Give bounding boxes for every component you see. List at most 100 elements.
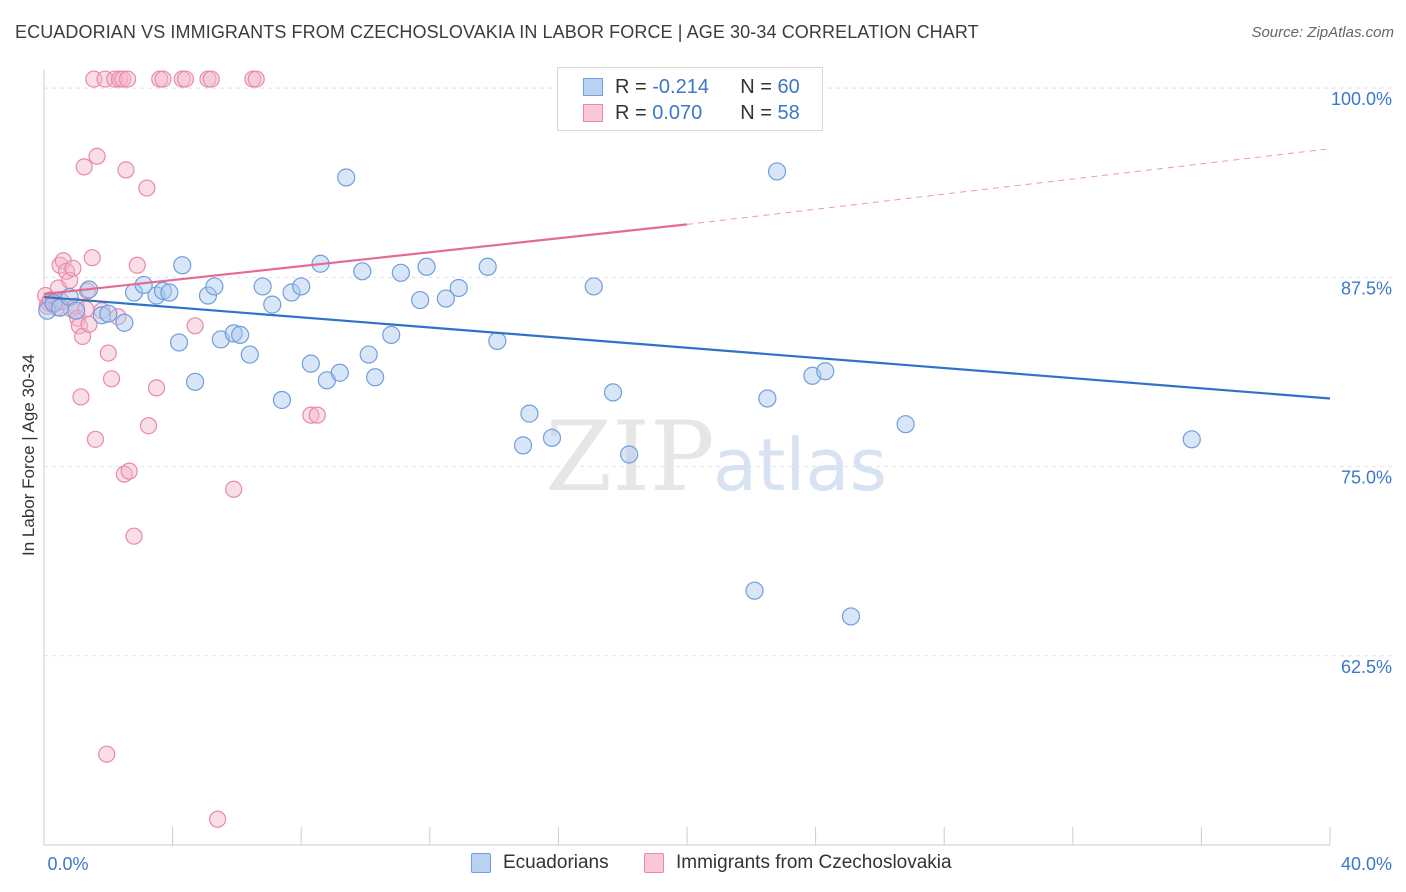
- legend-swatch-blue: [583, 78, 603, 96]
- data-point-ecuadorian: [169, 333, 189, 352]
- data-point-czechoslovakia: [64, 259, 82, 277]
- data-point-ecuadorian: [330, 363, 349, 382]
- data-point-ecuadorian: [115, 313, 134, 332]
- data-point-ecuadorian: [449, 278, 468, 298]
- data-point-czechoslovakia: [128, 256, 146, 274]
- trend-line-czechoslovakia-extension: [686, 148, 1331, 225]
- data-point-czechoslovakia: [96, 70, 114, 88]
- legend-row-blue: R = -0.214 N = 60: [583, 75, 800, 99]
- legend-n-label: N =: [740, 101, 772, 124]
- y-tick-label: 87.5%: [1341, 278, 1392, 298]
- data-point-ecuadorian: [272, 390, 292, 410]
- data-point-ecuadorian: [263, 295, 282, 314]
- data-point-ecuadorian: [186, 372, 205, 391]
- y-tick-label: 62.5%: [1341, 657, 1392, 677]
- data-point-ecuadorian: [366, 368, 385, 387]
- data-point-ecuadorian: [478, 257, 497, 276]
- data-point-czechoslovakia: [80, 315, 98, 333]
- data-point-ecuadorian: [745, 581, 764, 600]
- data-point-czechoslovakia: [88, 147, 106, 165]
- data-point-ecuadorian: [767, 162, 787, 181]
- legend-r-label: R =: [615, 101, 647, 124]
- data-point-ecuadorian: [198, 286, 218, 305]
- legend-label-czechoslovakia: Immigrants from Czechoslovakia: [676, 852, 952, 873]
- data-point-czechoslovakia: [209, 810, 227, 828]
- data-point-ecuadorian: [841, 607, 861, 626]
- legend-r-value: 0.070: [652, 101, 703, 124]
- data-point-ecuadorian: [67, 301, 86, 320]
- data-point-czechoslovakia: [83, 249, 101, 267]
- y-tick-label: 100.0%: [1331, 89, 1392, 109]
- trend-line-ecuadorians: [43, 295, 1331, 400]
- data-point-czechoslovakia: [202, 70, 220, 88]
- chart-title: ECUADORIAN VS IMMIGRANTS FROM CZECHOSLOV…: [15, 22, 979, 42]
- data-point-czechoslovakia: [99, 344, 117, 362]
- x-tick-label: 40.0%: [1341, 854, 1392, 874]
- data-point-ecuadorian: [513, 436, 533, 455]
- y-tick-label: 75.0%: [1341, 468, 1392, 488]
- data-point-ecuadorian: [584, 277, 603, 296]
- legend-swatch-pink: [583, 104, 603, 122]
- data-point-czechoslovakia: [120, 462, 138, 480]
- data-point-ecuadorian: [391, 263, 410, 282]
- legend-swatch-pink: [644, 853, 664, 873]
- data-point-ecuadorian: [92, 306, 111, 325]
- data-point-ecuadorian: [301, 354, 320, 373]
- data-point-czechoslovakia: [98, 745, 116, 763]
- data-point-ecuadorian: [240, 345, 259, 364]
- legend-r-label: R =: [615, 75, 647, 98]
- data-point-czechoslovakia: [308, 406, 326, 424]
- data-point-ecuadorian: [417, 257, 436, 276]
- correlation-legend: R = -0.214 N = 60 R = 0.070 N = 58: [557, 67, 823, 131]
- data-point-czechoslovakia: [154, 70, 172, 88]
- data-point-czechoslovakia: [72, 388, 90, 406]
- blue-series-points: [38, 69, 1201, 626]
- axes: [43, 70, 1331, 846]
- data-point-ecuadorian: [224, 324, 243, 343]
- x-tick-label: 0.0%: [47, 854, 88, 874]
- watermark-zip: ZIP: [545, 401, 714, 513]
- legend-item-czechoslovakia: Immigrants from Czechoslovakia: [644, 852, 952, 874]
- data-point-ecuadorian: [99, 304, 118, 323]
- grid-lines: [44, 87, 1393, 657]
- data-point-ecuadorian: [896, 415, 915, 434]
- legend-n-value: 60: [777, 75, 800, 98]
- data-point-ecuadorian: [816, 362, 835, 381]
- data-point-czechoslovakia: [139, 417, 158, 435]
- data-point-ecuadorian: [520, 404, 539, 423]
- data-point-ecuadorian: [411, 290, 430, 310]
- legend-row-pink: R = 0.070 N = 58: [583, 101, 800, 125]
- legend-r-value: -0.214: [652, 75, 709, 98]
- data-point-ecuadorian: [758, 389, 777, 408]
- watermark-atlas: atlas: [713, 423, 887, 507]
- y-tick-labels: 100.0% 87.5% 75.0% 62.5%: [1331, 89, 1392, 677]
- data-point-czechoslovakia: [138, 179, 156, 197]
- legend-swatch-blue: [471, 853, 491, 873]
- data-point-czechoslovakia: [302, 406, 320, 424]
- trend-lines: [43, 148, 1331, 400]
- x-tick-labels: 0.0% 40.0%: [47, 854, 1392, 874]
- data-point-ecuadorian: [292, 277, 311, 296]
- data-point-czechoslovakia: [114, 70, 132, 88]
- data-point-czechoslovakia: [247, 70, 265, 88]
- legend-label-ecuadorians: Ecuadorians: [503, 852, 609, 873]
- data-point-czechoslovakia: [115, 465, 133, 483]
- legend-n-label: N =: [740, 75, 772, 98]
- legend-n-value: 58: [777, 101, 800, 124]
- data-point-ecuadorian: [253, 277, 272, 296]
- series-legend: Ecuadorians Immigrants from Czechoslovak…: [0, 852, 1406, 876]
- data-point-ecuadorian: [359, 345, 378, 364]
- data-point-ecuadorian: [282, 283, 301, 302]
- data-point-ecuadorian: [205, 277, 224, 296]
- source-label: Source: ZipAtlas.com: [1251, 24, 1394, 41]
- watermark: ZIP atlas: [545, 401, 887, 513]
- data-point-ecuadorian: [542, 428, 562, 447]
- data-point-ecuadorian: [620, 445, 639, 464]
- data-point-ecuadorian: [603, 383, 623, 402]
- data-point-czechoslovakia: [118, 70, 137, 88]
- data-point-ecuadorian: [353, 262, 372, 281]
- y-axis-title: In Labor Force | Age 30-34: [19, 354, 38, 556]
- data-point-czechoslovakia: [186, 317, 204, 335]
- data-point-czechoslovakia: [225, 480, 243, 498]
